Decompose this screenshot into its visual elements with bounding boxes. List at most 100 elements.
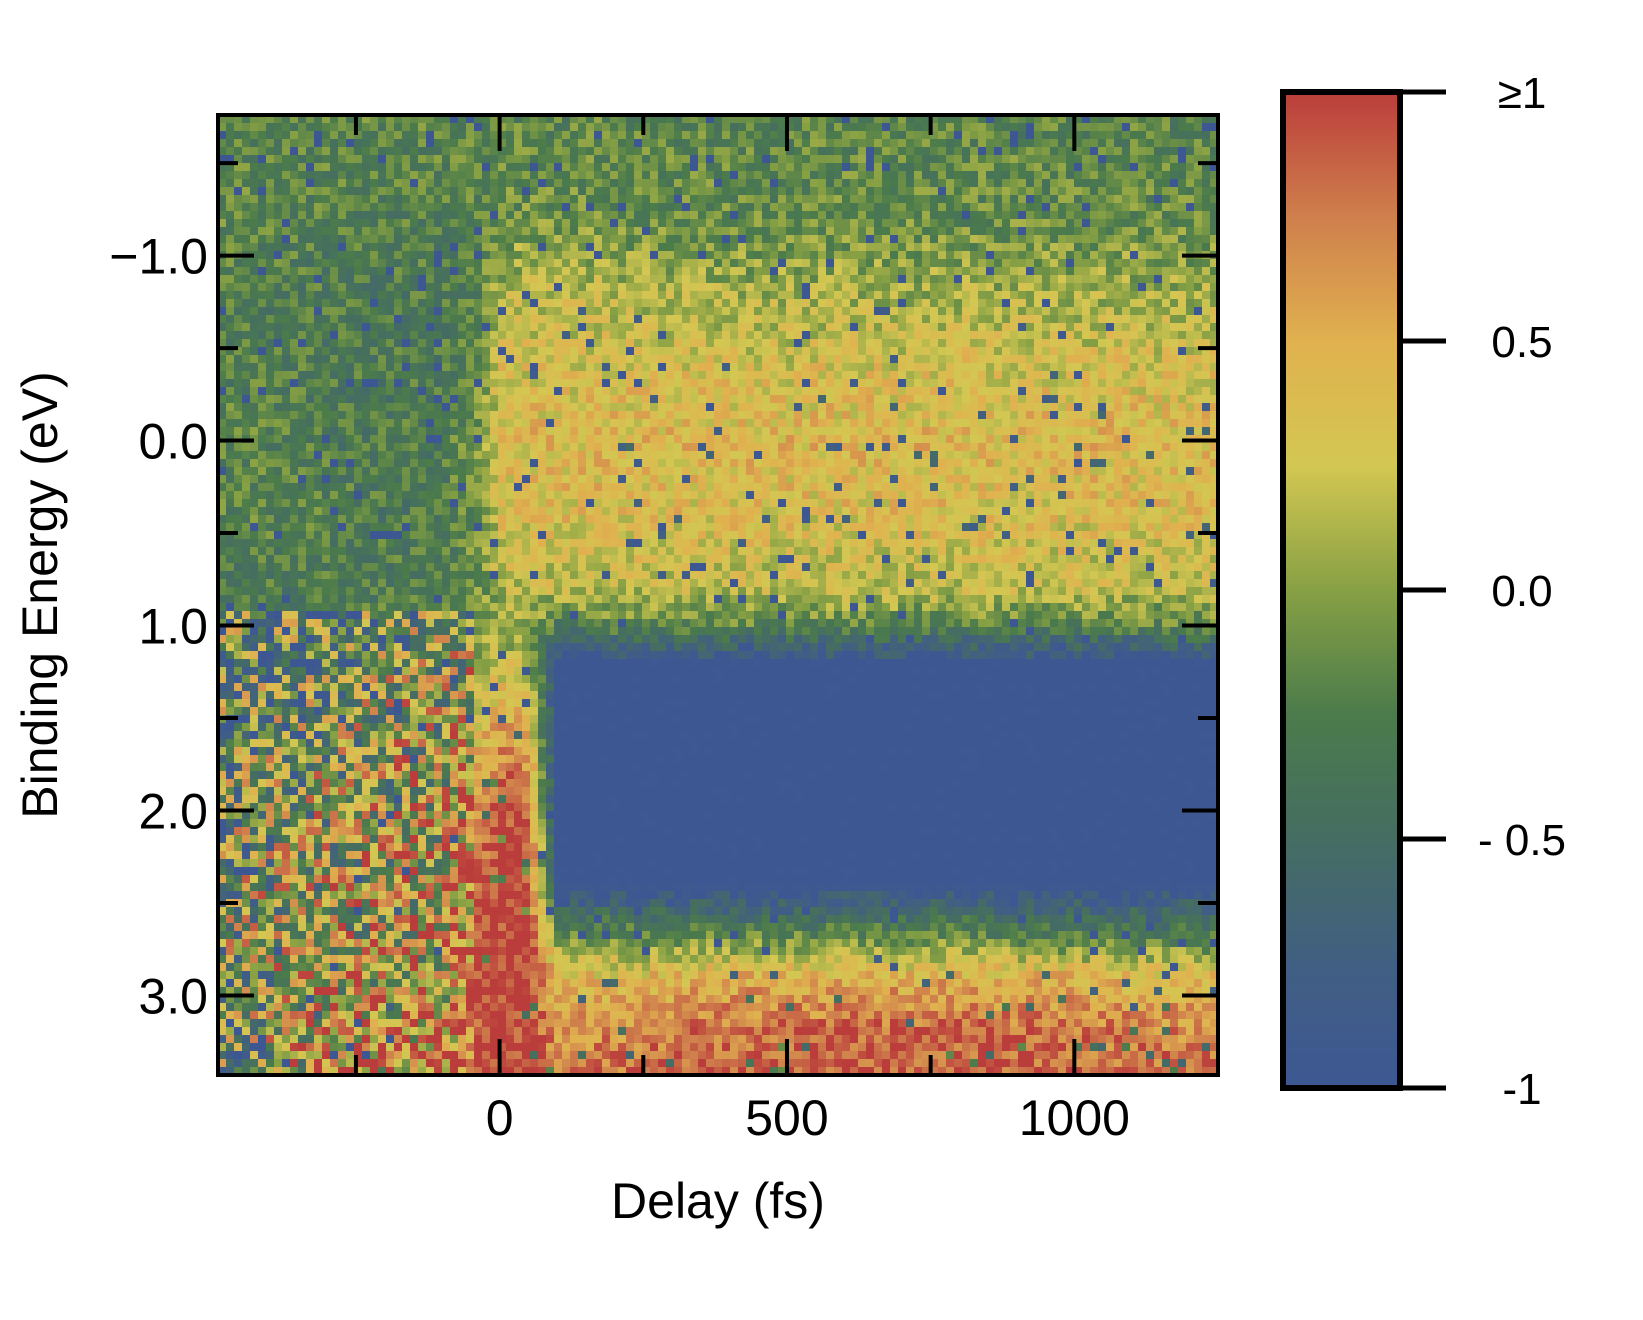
heatmap-cell — [338, 139, 347, 148]
heatmap-cell — [362, 347, 371, 356]
heatmap-cell — [842, 411, 851, 420]
heatmap-cell — [714, 163, 723, 172]
heatmap-cell — [266, 427, 275, 436]
heatmap-cell — [346, 363, 355, 372]
heatmap-cell — [322, 411, 331, 420]
heatmap-cell — [282, 307, 291, 316]
heatmap-cell — [946, 347, 955, 356]
heatmap-cell — [786, 155, 795, 164]
heatmap-cell — [1170, 243, 1179, 252]
heatmap-cell — [338, 123, 347, 132]
heatmap-cell — [554, 315, 563, 324]
heatmap-cell — [650, 203, 659, 212]
heatmap-cell — [754, 307, 763, 316]
heatmap-cell — [346, 227, 355, 236]
heatmap-cell — [842, 355, 851, 364]
heatmap-cell — [762, 219, 771, 228]
heatmap-cell — [402, 251, 411, 260]
heatmap-cell — [458, 131, 467, 140]
heatmap-cell — [386, 275, 395, 284]
heatmap-cell — [1042, 403, 1051, 412]
heatmap-cell — [730, 323, 739, 332]
heatmap-cell — [282, 427, 291, 436]
heatmap-cell — [1194, 179, 1203, 188]
heatmap-cell — [930, 219, 939, 228]
heatmap-cell — [338, 219, 347, 228]
heatmap-cell — [546, 147, 555, 156]
heatmap-cell — [770, 227, 779, 236]
heatmap-cell — [890, 419, 899, 428]
heatmap-cell — [1082, 363, 1091, 372]
heatmap-cell — [1170, 155, 1179, 164]
heatmap-cell — [378, 283, 387, 292]
heatmap-cell — [314, 211, 323, 220]
heatmap-cell — [306, 275, 315, 284]
heatmap-cell — [1050, 203, 1059, 212]
heatmap-cell — [874, 187, 883, 196]
heatmap-cell — [290, 131, 299, 140]
heatmap-cell — [258, 243, 267, 252]
heatmap-cell — [1050, 179, 1059, 188]
heatmap-cell — [346, 259, 355, 268]
heatmap-cell — [834, 211, 843, 220]
heatmap-cell — [1154, 339, 1163, 348]
heatmap-cell — [386, 131, 395, 140]
heatmap-cell — [738, 363, 747, 372]
heatmap-cell — [330, 339, 339, 348]
heatmap-cell — [682, 227, 691, 236]
heatmap-cell — [434, 411, 443, 420]
heatmap-cell — [242, 259, 251, 268]
heatmap-cell — [402, 419, 411, 428]
heatmap-cell — [450, 219, 459, 228]
heatmap-cell — [938, 275, 947, 284]
heatmap-cell — [1082, 291, 1091, 300]
heatmap-cell — [250, 131, 259, 140]
heatmap-cell — [434, 243, 443, 252]
heatmap-cell — [362, 395, 371, 404]
heatmap-cell — [586, 291, 595, 300]
heatmap-cell — [1154, 419, 1163, 428]
heatmap-cell — [306, 187, 315, 196]
heatmap-cell — [1130, 139, 1139, 148]
heatmap-cell — [1138, 427, 1147, 436]
heatmap-cell — [762, 379, 771, 388]
heatmap-cell — [1146, 347, 1155, 356]
heatmap-cell — [1146, 251, 1155, 260]
heatmap-cell — [562, 355, 571, 364]
heatmap-cell — [826, 299, 835, 308]
heatmap-cell — [730, 219, 739, 228]
heatmap-cell — [474, 187, 483, 196]
heatmap-cell — [578, 219, 587, 228]
heatmap-cell — [658, 259, 667, 268]
heatmap-cell — [426, 163, 435, 172]
heatmap-cell — [482, 379, 491, 388]
heatmap-cell — [986, 235, 995, 244]
heatmap-cell — [274, 363, 283, 372]
heatmap-cell — [746, 355, 755, 364]
heatmap-cell — [698, 363, 707, 372]
heatmap-cell — [922, 211, 931, 220]
heatmap-cell — [690, 411, 699, 420]
heatmap-cell — [242, 315, 251, 324]
heatmap-cell — [626, 387, 635, 396]
heatmap-cell — [1162, 387, 1171, 396]
heatmap-cell — [618, 203, 627, 212]
heatmap-cell — [642, 187, 651, 196]
heatmap-cell — [474, 291, 483, 300]
heatmap-cell — [730, 259, 739, 268]
heatmap-cell — [1154, 139, 1163, 148]
heatmap-cell — [562, 123, 571, 132]
heatmap-cell — [402, 307, 411, 316]
heatmap-cell — [1042, 411, 1051, 420]
heatmap-cell — [578, 259, 587, 268]
heatmap-cell — [778, 379, 787, 388]
heatmap-cell — [946, 211, 955, 220]
heatmap-cell — [434, 387, 443, 396]
heatmap-cell — [690, 203, 699, 212]
heatmap-cell — [298, 355, 307, 364]
heatmap-cell — [1082, 411, 1091, 420]
heatmap-cell — [1066, 307, 1075, 316]
heatmap-cell — [226, 139, 235, 148]
heatmap-cell — [938, 203, 947, 212]
heatmap-cell — [714, 411, 723, 420]
